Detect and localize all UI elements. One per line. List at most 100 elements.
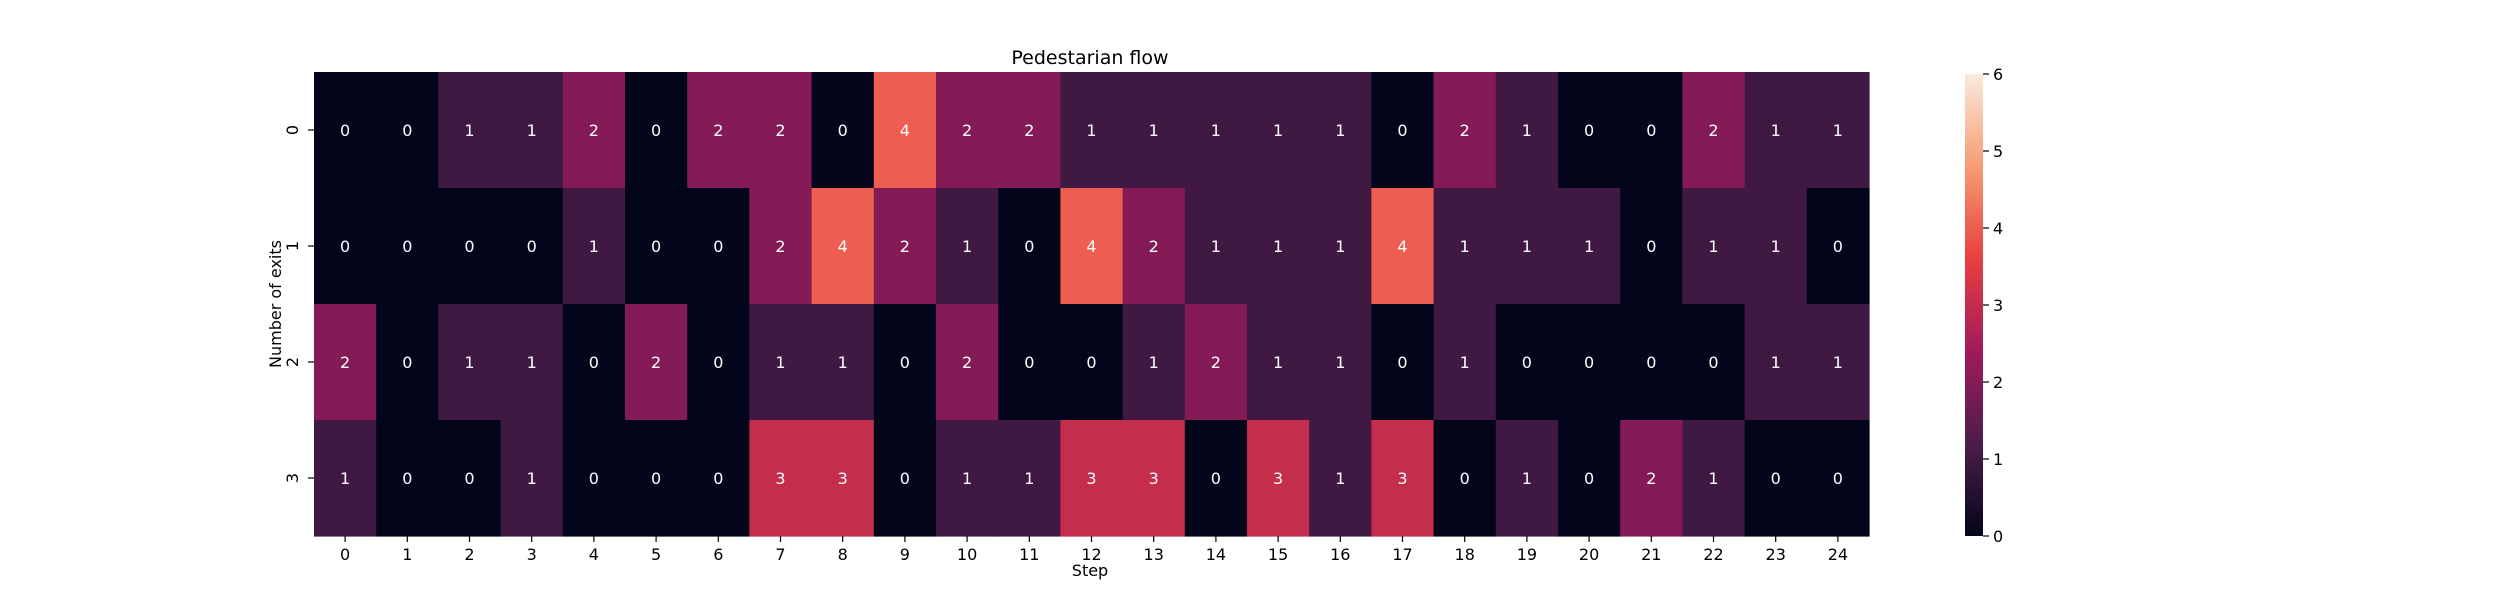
cell-value-label: 0: [838, 121, 848, 140]
cell-value-label: 2: [1024, 121, 1034, 140]
cell-value-label: 0: [900, 353, 910, 372]
heatmap-cell: [1433, 304, 1497, 421]
colorbar: 0 1 2 3 4 5 6: [1965, 65, 2003, 546]
cell-value-label: 4: [1397, 237, 1407, 256]
heatmap-cell: [687, 420, 750, 537]
heatmap-cell: [438, 72, 502, 189]
cell-value-label: 2: [1460, 121, 1470, 140]
heatmap-cell: [1060, 304, 1124, 421]
cell-value-label: 2: [589, 121, 599, 140]
heatmap-cell: [936, 420, 999, 537]
y-axis: 0 1 2 3: [283, 125, 314, 483]
heatmap-cell: [1744, 420, 1808, 537]
cell-value-label: 1: [1335, 121, 1345, 140]
heatmap-cell: [1060, 420, 1124, 537]
heatmap-cell: [811, 72, 875, 189]
x-tick-label: 16: [1330, 545, 1350, 564]
heatmap-cell: [1744, 188, 1808, 305]
cell-value-label: 1: [1335, 469, 1345, 488]
cell-value-label: 0: [1584, 469, 1594, 488]
heatmap-cell: [314, 188, 377, 305]
cell-value-label: 4: [838, 237, 848, 256]
cell-value-label: 1: [464, 353, 474, 372]
cell-value-label: 1: [527, 121, 537, 140]
cell-value-label: 0: [340, 237, 350, 256]
cell-value-label: 1: [1460, 237, 1470, 256]
heatmap-cell: [749, 72, 813, 189]
cell-value-label: 1: [1522, 469, 1532, 488]
x-tick-label: 19: [1517, 545, 1537, 564]
heatmap-cell: [1744, 72, 1808, 189]
cell-value-label: 1: [1771, 353, 1781, 372]
cell-value-label: 4: [900, 121, 910, 140]
heatmap-cell: [1433, 420, 1497, 537]
cell-value-label: 0: [402, 469, 412, 488]
heatmap-cell: [998, 72, 1061, 189]
heatmap-cell: [1371, 188, 1435, 305]
heatmap-cell: [1620, 304, 1683, 421]
cell-value-label: 4: [1086, 237, 1096, 256]
cell-value-label: 1: [1460, 353, 1470, 372]
heatmap-cell: [1184, 72, 1248, 189]
cell-value-label: 1: [589, 237, 599, 256]
cell-value-label: 1: [1335, 353, 1345, 372]
x-tick-label: 0: [340, 545, 350, 564]
x-tick-label: 4: [589, 545, 599, 564]
colorbar-tick-label: 4: [1993, 219, 2003, 238]
heatmap-cell: [1309, 304, 1372, 421]
heatmap-cell: [1060, 188, 1124, 305]
x-tick-label: 14: [1206, 545, 1226, 564]
cell-value-label: 3: [1397, 469, 1407, 488]
heatmap-cell: [1558, 420, 1621, 537]
heatmap-cell: [314, 72, 377, 189]
cell-value-label: 0: [651, 121, 661, 140]
x-axis: 0 1 2 3 4 5 6 7 8 9 10 11 12 13 14 15 16 17 18 19 20 21 22 23 24: [340, 536, 1848, 564]
heatmap-cell: [1184, 420, 1248, 537]
cell-value-label: 0: [1522, 353, 1532, 372]
cell-value-label: 3: [1273, 469, 1283, 488]
heatmap-cell: [625, 420, 688, 537]
heatmap-cell: [1682, 72, 1746, 189]
cell-value-label: 0: [402, 237, 412, 256]
x-tick-label: 10: [957, 545, 977, 564]
x-tick-label: 5: [651, 545, 661, 564]
cell-value-label: 1: [1149, 353, 1159, 372]
heatmap-cell: [687, 188, 750, 305]
heatmap-cell: [811, 420, 875, 537]
cell-value-label: 0: [1708, 353, 1718, 372]
cell-value-label: 0: [1211, 469, 1221, 488]
cell-value-label: 2: [713, 121, 723, 140]
heatmap-cell: [625, 72, 688, 189]
x-tick-label: 11: [1019, 545, 1039, 564]
heatmap-cell: [1495, 188, 1559, 305]
heatmap-cell: [625, 304, 688, 421]
heatmap-cell: [1682, 304, 1746, 421]
heatmap-cell: [500, 420, 564, 537]
heatmap-cell: [1371, 72, 1435, 189]
cell-value-label: 2: [962, 353, 972, 372]
y-tick-label: 0: [283, 125, 302, 135]
heatmap-cell: [1682, 420, 1746, 537]
cell-value-label: 2: [775, 121, 785, 140]
cell-value-label: 0: [1833, 237, 1843, 256]
heatmap-cell: [1433, 72, 1497, 189]
cell-value-label: 0: [651, 237, 661, 256]
heatmap-cell: [376, 188, 439, 305]
colorbar-gradient: [1965, 74, 1983, 536]
heatmap-cell: [562, 420, 626, 537]
heatmap-cell: [1744, 304, 1808, 421]
cell-value-label: 3: [775, 469, 785, 488]
heatmap-cell: [936, 72, 999, 189]
cell-value-label: 0: [713, 237, 723, 256]
x-tick-label: 18: [1455, 545, 1475, 564]
cell-value-label: 1: [527, 353, 537, 372]
cell-value-label: 0: [589, 469, 599, 488]
heatmap-cell: [1495, 420, 1559, 537]
x-axis-label: Step: [1072, 561, 1108, 580]
cell-value-label: 0: [1397, 353, 1407, 372]
cell-value-label: 1: [1771, 237, 1781, 256]
heatmap-cell: [1558, 188, 1621, 305]
heatmap-cell: [1620, 420, 1683, 537]
heatmap-cell: [998, 420, 1061, 537]
cell-value-label: 0: [402, 121, 412, 140]
